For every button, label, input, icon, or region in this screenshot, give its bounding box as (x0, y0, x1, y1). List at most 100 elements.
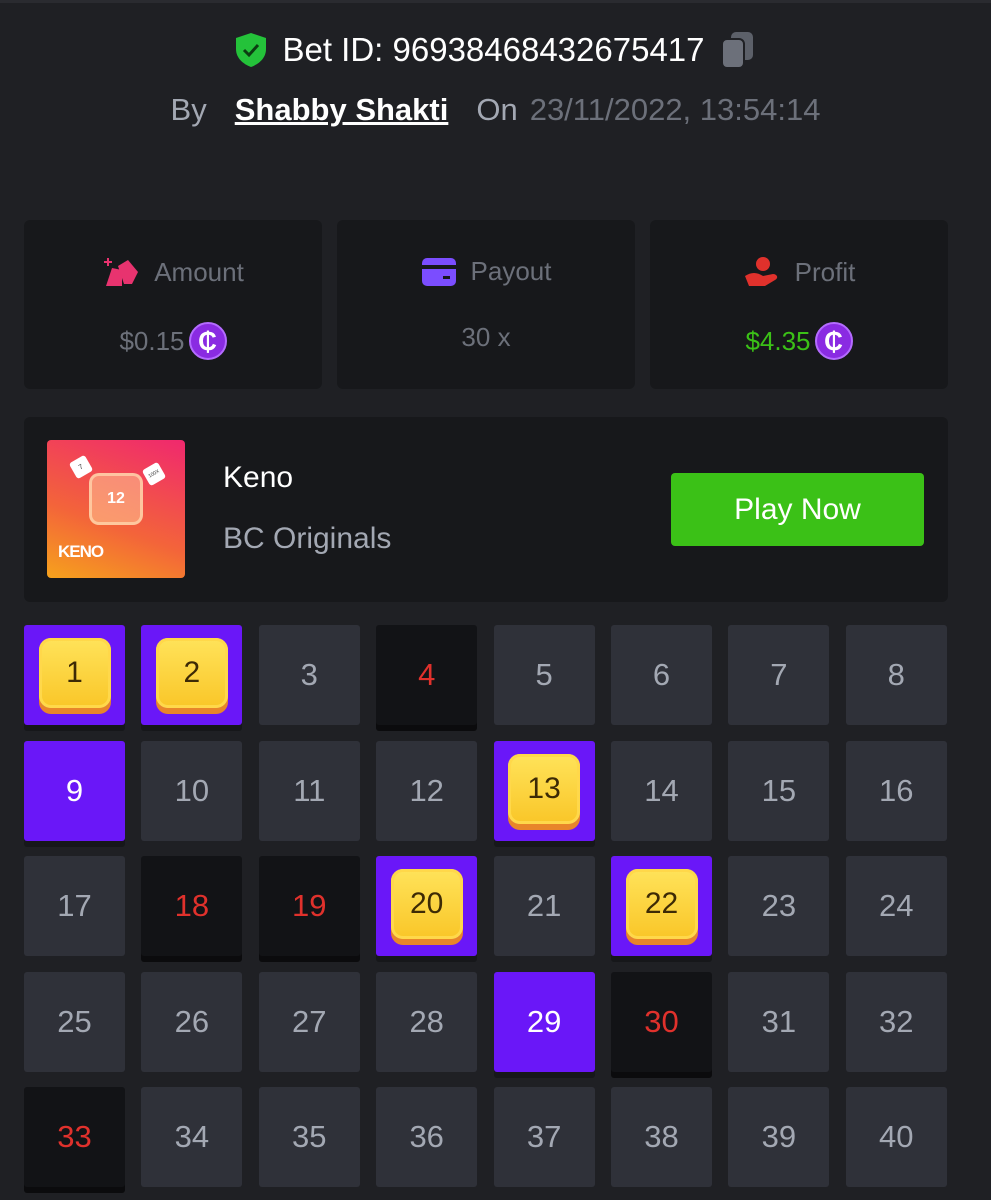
keno-logo-text: KENO (58, 542, 104, 561)
keno-tile[interactable]: 6 (611, 625, 712, 725)
tile-number: 11 (293, 772, 326, 808)
keno-tile[interactable]: 25 (24, 971, 125, 1072)
keno-tile[interactable]: 33 (24, 1087, 125, 1187)
keno-tile[interactable]: 7 (728, 625, 830, 725)
die-icon: 7 (68, 454, 94, 480)
stat-label: Amount (154, 256, 244, 287)
on-label: On (476, 92, 518, 127)
keno-tile[interactable]: 4 (376, 625, 478, 725)
keno-tile[interactable]: 17 (24, 856, 125, 956)
tile-number: 25 (57, 1003, 92, 1039)
stat-value: 30 x (461, 322, 511, 352)
bet-meta: By Shabby Shakti On 23/11/2022, 13:54:14 (0, 92, 991, 128)
verified-shield-icon (236, 33, 267, 67)
tile-number: 32 (879, 1003, 914, 1039)
keno-tile[interactable]: 23 (728, 856, 830, 956)
bc-coin-icon: ₵ (188, 322, 227, 360)
keno-tile[interactable]: 15 (728, 740, 830, 841)
keno-tile[interactable]: 29 (493, 971, 595, 1072)
card-icon (421, 257, 456, 286)
keno-tile[interactable]: 21 (493, 856, 595, 956)
keno-tile[interactable]: 18 (141, 856, 243, 956)
keno-tile[interactable]: 40 (845, 1087, 947, 1187)
keno-tile[interactable]: 35 (258, 1087, 360, 1187)
keno-tile[interactable]: 24 (845, 856, 947, 956)
keno-tile[interactable]: 19 (258, 856, 360, 956)
tile-number: 35 (292, 1119, 327, 1154)
keno-tile[interactable]: 26 (141, 971, 243, 1072)
keno-tile[interactable]: 16 (845, 740, 947, 841)
gem-tile-number: 2 (155, 638, 228, 708)
tile-number: 24 (879, 888, 914, 923)
tile-number: 30 (644, 1003, 679, 1039)
gem-tile-number: 22 (625, 869, 698, 939)
top-divider (0, 0, 991, 3)
keno-tile[interactable]: 22 (611, 856, 712, 956)
tile-number: 3 (300, 657, 318, 692)
tile-number: 15 (761, 772, 797, 808)
tile-number: 36 (409, 1119, 444, 1154)
by-label: By (170, 92, 207, 127)
tile-number: 37 (526, 1119, 562, 1154)
keno-tile[interactable]: 37 (493, 1087, 595, 1187)
stat-label: Payout (470, 256, 552, 286)
tile-number: 33 (57, 1119, 92, 1154)
gem-tile-number: 13 (508, 753, 581, 824)
keno-tile[interactable]: 36 (376, 1087, 478, 1187)
keno-tile[interactable]: 11 (258, 740, 360, 841)
tile-number: 39 (761, 1119, 797, 1154)
username-link[interactable]: Shabby Shakti (234, 92, 449, 127)
tile-number: 9 (65, 772, 84, 808)
play-now-button[interactable]: Play Now (671, 473, 924, 546)
tile-number: 19 (292, 888, 327, 923)
keno-tile[interactable]: 32 (845, 971, 947, 1072)
tile-number: 27 (292, 1003, 327, 1039)
keno-tile[interactable]: 39 (728, 1087, 830, 1187)
tile-number: 10 (174, 772, 210, 808)
keno-tile[interactable]: 5 (493, 625, 595, 725)
copy-icon[interactable] (719, 30, 757, 70)
stat-profit: Profit $4.35 ₵ (650, 220, 948, 389)
keno-tile[interactable]: 8 (845, 625, 947, 725)
keno-tile[interactable]: 31 (728, 971, 830, 1072)
keno-thumbnail[interactable]: 7 100X 12 KENO (47, 440, 185, 578)
tile-number: 21 (526, 888, 562, 923)
keno-tile[interactable]: 28 (376, 971, 478, 1072)
keno-tile[interactable]: 13 (493, 740, 595, 841)
stat-label: Profit (794, 256, 856, 287)
tile-number: 4 (418, 657, 436, 692)
keno-tile[interactable]: 1 (24, 625, 125, 725)
tile-number: 7 (770, 657, 788, 692)
keno-tile[interactable]: 20 (376, 856, 478, 956)
gem-icon: 12 (89, 473, 143, 525)
keno-tile[interactable]: 30 (611, 971, 712, 1072)
keno-tile[interactable]: 10 (141, 740, 243, 841)
stat-payout: Payout 30 x (337, 220, 635, 389)
die-icon: 100X (141, 461, 167, 487)
keno-tile[interactable]: 3 (258, 625, 360, 725)
tile-number: 38 (644, 1119, 679, 1154)
tile-number: 8 (887, 657, 905, 692)
gem-tile-number: 1 (38, 638, 111, 708)
bet-id: Bet ID: 96938468432675417 (282, 31, 705, 68)
keno-tile[interactable]: 12 (376, 740, 478, 841)
tile-number: 18 (174, 888, 210, 923)
profit-hand-icon (744, 257, 777, 286)
keno-tile[interactable]: 2 (141, 625, 243, 725)
bc-coin-icon: ₵ (814, 322, 853, 360)
stat-amount: Amount $0.15 ₵ (24, 220, 322, 389)
tile-number: 6 (652, 657, 671, 692)
keno-tile[interactable]: 38 (611, 1087, 712, 1187)
bet-datetime: 23/11/2022, 13:54:14 (529, 92, 821, 127)
tile-number: 5 (535, 657, 553, 692)
game-card: 7 100X 12 KENO Keno BC Originals Play No… (24, 417, 948, 602)
tile-number: 16 (879, 772, 914, 808)
keno-tile[interactable]: 27 (258, 971, 360, 1072)
tile-number: 29 (526, 1003, 562, 1039)
keno-tile[interactable]: 14 (611, 740, 712, 841)
tile-number: 28 (409, 1003, 444, 1039)
game-name[interactable]: Keno (223, 461, 294, 494)
keno-tile[interactable]: 34 (141, 1087, 243, 1187)
amount-icon (104, 258, 139, 286)
keno-tile[interactable]: 9 (24, 740, 125, 841)
